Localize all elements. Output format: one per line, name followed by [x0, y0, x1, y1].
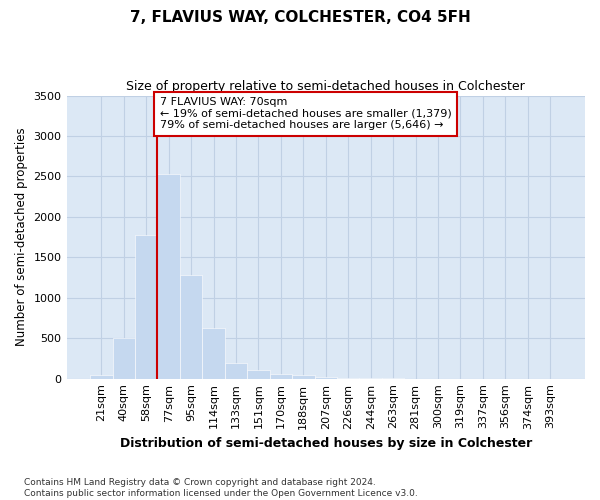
Bar [247, 370, 269, 378]
Bar [292, 374, 314, 378]
Text: 7, FLAVIUS WAY, COLCHESTER, CO4 5FH: 7, FLAVIUS WAY, COLCHESTER, CO4 5FH [130, 10, 470, 25]
Title: Size of property relative to semi-detached houses in Colchester: Size of property relative to semi-detach… [127, 80, 525, 93]
Bar [135, 234, 157, 378]
Bar [157, 174, 180, 378]
Text: 7 FLAVIUS WAY: 70sqm
← 19% of semi-detached houses are smaller (1,379)
79% of se: 7 FLAVIUS WAY: 70sqm ← 19% of semi-detac… [160, 97, 451, 130]
Bar [314, 377, 337, 378]
Y-axis label: Number of semi-detached properties: Number of semi-detached properties [15, 128, 28, 346]
Bar [113, 338, 135, 378]
Text: Contains HM Land Registry data © Crown copyright and database right 2024.
Contai: Contains HM Land Registry data © Crown c… [24, 478, 418, 498]
X-axis label: Distribution of semi-detached houses by size in Colchester: Distribution of semi-detached houses by … [119, 437, 532, 450]
Bar [180, 275, 202, 378]
Bar [202, 328, 225, 378]
Bar [269, 374, 292, 378]
Bar [90, 374, 113, 378]
Bar [225, 362, 247, 378]
